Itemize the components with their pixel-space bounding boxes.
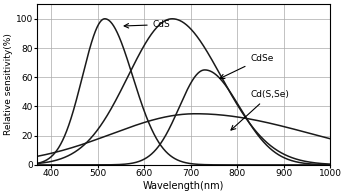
- Text: Cd(S,Se): Cd(S,Se): [231, 90, 289, 130]
- Y-axis label: Relative sensitivity(%): Relative sensitivity(%): [4, 34, 13, 136]
- X-axis label: Wavelength(nm): Wavelength(nm): [143, 181, 225, 191]
- Text: CdSe: CdSe: [220, 54, 274, 78]
- Text: CdS: CdS: [124, 20, 171, 29]
